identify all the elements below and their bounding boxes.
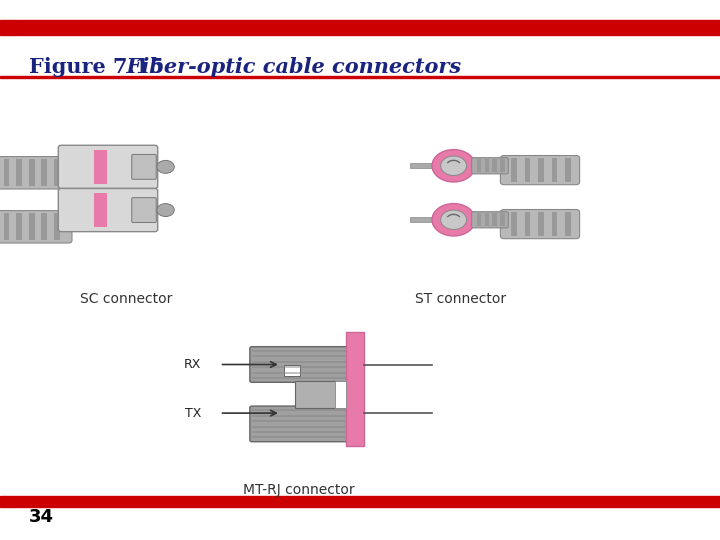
Bar xyxy=(16,159,22,186)
Bar xyxy=(492,159,497,172)
Bar xyxy=(0,76,720,78)
Circle shape xyxy=(432,150,475,182)
Bar xyxy=(477,213,481,226)
Bar xyxy=(4,213,9,240)
Bar xyxy=(500,213,505,226)
Bar xyxy=(284,364,300,376)
Bar xyxy=(525,158,531,182)
Bar xyxy=(0,496,720,507)
Bar xyxy=(525,212,531,236)
Bar xyxy=(4,159,9,186)
Bar xyxy=(410,217,454,222)
FancyBboxPatch shape xyxy=(0,211,72,243)
Bar xyxy=(565,158,571,182)
FancyBboxPatch shape xyxy=(472,158,508,174)
Text: RX: RX xyxy=(184,358,202,371)
Bar xyxy=(335,381,346,408)
FancyBboxPatch shape xyxy=(500,156,580,185)
Circle shape xyxy=(441,210,467,230)
Bar xyxy=(16,213,22,240)
Bar xyxy=(539,212,544,236)
Bar xyxy=(252,420,346,422)
Bar xyxy=(492,213,497,226)
Bar xyxy=(0,20,720,35)
Bar xyxy=(565,212,571,236)
Text: Fiber-optic cable connectors: Fiber-optic cable connectors xyxy=(112,57,461,77)
Bar xyxy=(252,409,346,411)
Bar xyxy=(94,193,107,227)
FancyBboxPatch shape xyxy=(250,347,348,382)
Circle shape xyxy=(157,204,174,217)
Bar xyxy=(539,158,544,182)
Text: 34: 34 xyxy=(29,509,54,526)
Bar xyxy=(295,381,346,408)
Bar xyxy=(252,426,346,428)
Bar xyxy=(485,213,489,226)
Bar xyxy=(252,372,346,374)
Bar xyxy=(552,212,557,236)
FancyBboxPatch shape xyxy=(0,157,72,189)
Bar xyxy=(485,159,489,172)
Bar xyxy=(54,213,60,240)
Text: TX: TX xyxy=(185,407,202,420)
FancyBboxPatch shape xyxy=(250,406,348,442)
Bar xyxy=(252,415,346,417)
Text: MT-RJ connector: MT-RJ connector xyxy=(243,483,355,497)
Bar xyxy=(29,159,35,186)
Bar xyxy=(410,163,454,168)
Bar xyxy=(477,159,481,172)
Bar xyxy=(511,158,517,182)
FancyBboxPatch shape xyxy=(132,198,156,222)
Bar xyxy=(41,213,47,240)
Bar xyxy=(346,332,364,446)
Bar xyxy=(511,212,517,236)
FancyBboxPatch shape xyxy=(500,210,580,239)
Bar xyxy=(54,159,60,186)
Text: Figure 7.15: Figure 7.15 xyxy=(29,57,164,77)
FancyBboxPatch shape xyxy=(58,188,158,232)
Bar xyxy=(41,159,47,186)
Bar xyxy=(252,366,346,368)
Text: SC connector: SC connector xyxy=(80,292,172,306)
Circle shape xyxy=(157,160,174,173)
Bar xyxy=(552,158,557,182)
FancyBboxPatch shape xyxy=(472,212,508,228)
Bar xyxy=(252,436,346,438)
Bar xyxy=(252,377,346,379)
Bar xyxy=(252,355,346,357)
Circle shape xyxy=(432,204,475,236)
Text: ST connector: ST connector xyxy=(415,292,506,306)
Bar xyxy=(252,431,346,433)
Bar xyxy=(94,150,107,184)
Circle shape xyxy=(441,156,467,176)
Bar xyxy=(252,350,346,352)
FancyBboxPatch shape xyxy=(58,145,158,188)
FancyBboxPatch shape xyxy=(132,154,156,179)
Bar xyxy=(29,213,35,240)
Bar xyxy=(500,159,505,172)
Bar xyxy=(252,361,346,363)
